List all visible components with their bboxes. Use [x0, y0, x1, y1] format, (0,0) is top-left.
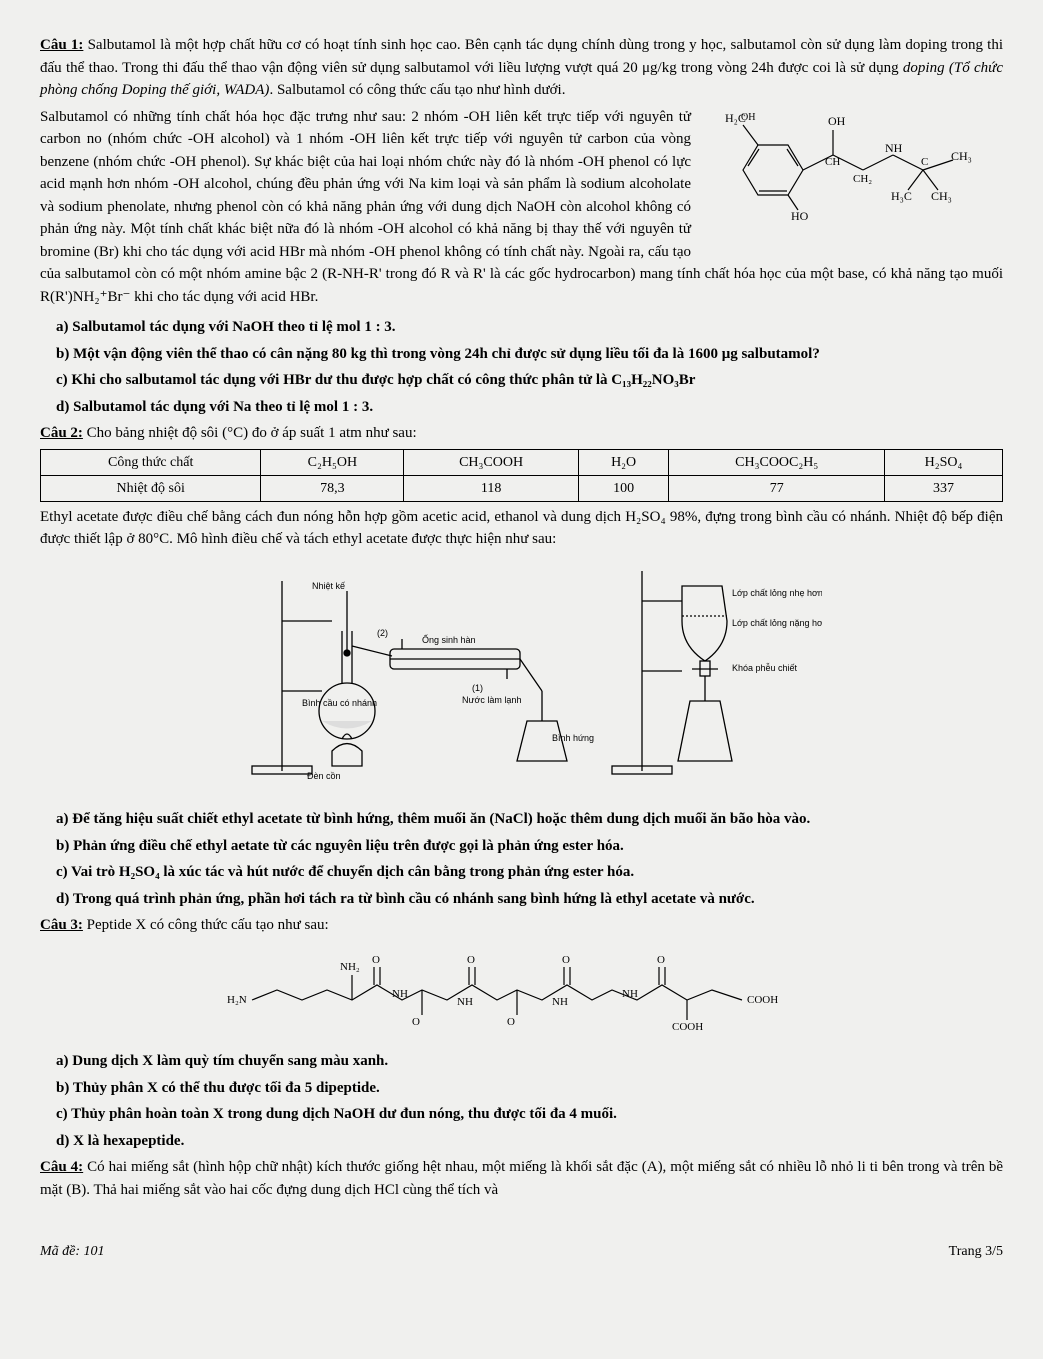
svg-text:NH: NH — [392, 988, 408, 1000]
q2-intro-text: Cho bảng nhiệt độ sôi (°C) đo ở áp suất … — [87, 425, 417, 441]
svg-text:O: O — [412, 1016, 420, 1028]
q2-para: Ethyl acetate được điều chế bằng cách đu… — [40, 506, 1003, 551]
svg-text:O: O — [507, 1016, 515, 1028]
svg-text:Nhiệt kế: Nhiệt kế — [312, 581, 345, 591]
q4-intro-text: Có hai miếng sắt (hình hộp chữ nhật) kíc… — [40, 1159, 1003, 1198]
q2-b: b) Phản ứng điều chế ethyl aetate từ các… — [56, 835, 1003, 858]
svg-text:CH₃: CH₃ — [931, 189, 952, 203]
svg-text:COOH: COOH — [672, 1021, 703, 1033]
th-1: C₂H₅OH — [261, 449, 404, 475]
apparatus-diagram: Nhiệt kế (2) Ống sinh hàn Bình cầu có nh… — [40, 561, 1003, 799]
salbutamol-structure: H₂COH HO OHCH CH₂ NH C CH₃CH₃H₃C — [703, 110, 1003, 238]
svg-text:OH: OH — [741, 112, 755, 123]
svg-text:Khóa phễu chiết: Khóa phễu chiết — [732, 663, 798, 673]
row-label: Nhiệt độ sôi — [41, 475, 261, 501]
th-3: H₂O — [578, 449, 669, 475]
val-1: 118 — [404, 475, 578, 501]
val-2: 100 — [578, 475, 669, 501]
q1-b: b) Một vận động viên thể thao có cân nặn… — [56, 343, 1003, 366]
svg-text:NH: NH — [457, 996, 473, 1008]
boiling-point-table: Công thức chất C₂H₅OH CH₃COOH H₂O CH₃COO… — [40, 449, 1003, 502]
table-row: Nhiệt độ sôi 78,3 118 100 77 337 — [41, 475, 1003, 501]
q2-c: c) Vai trò H₂SO₄ là xúc tác và hút nước … — [56, 861, 1003, 884]
svg-text:O: O — [372, 954, 380, 966]
q3-intro: Câu 3: Peptide X có công thức cấu tạo nh… — [40, 914, 1003, 937]
svg-text:O: O — [562, 954, 570, 966]
svg-text:CH: CH — [825, 156, 840, 168]
svg-text:Lớp chất lỏng nhẹ hơn: Lớp chất lỏng nhẹ hơn — [732, 588, 822, 598]
svg-text:Lớp chất lỏng nặng hơn: Lớp chất lỏng nặng hơn — [732, 618, 822, 628]
th-4: CH₃COOC₂H₅ — [669, 449, 885, 475]
q3-d: d) X là hexapeptide. — [56, 1130, 1003, 1153]
svg-text:NH₂: NH₂ — [340, 961, 360, 973]
q1-d: d) Salbutamol tác dụng với Na theo tỉ lệ… — [56, 396, 1003, 419]
q1-a: a) Salbutamol tác dụng với NaOH theo tỉ … — [56, 316, 1003, 339]
val-3: 77 — [669, 475, 885, 501]
svg-text:NH: NH — [885, 141, 903, 155]
q2-label: Câu 2: — [40, 425, 83, 441]
svg-text:Đèn cồn: Đèn cồn — [307, 771, 341, 781]
svg-text:C: C — [921, 156, 928, 168]
svg-text:O: O — [467, 954, 475, 966]
svg-text:Ống sinh hàn: Ống sinh hàn — [422, 634, 476, 645]
q3-intro-text: Peptide X có công thức cấu tạo như sau: — [87, 917, 329, 933]
svg-text:H₂N: H₂N — [227, 994, 247, 1006]
svg-text:O: O — [657, 954, 665, 966]
q1-intro-text: Salbutamol là một hợp chất hữu cơ có hoạ… — [40, 37, 1003, 76]
page-footer: Mã đề: 101 Trang 3/5 — [40, 1241, 1003, 1262]
svg-text:CH₂: CH₂ — [853, 173, 872, 185]
val-4: 337 — [884, 475, 1002, 501]
footer-left: Mã đề: 101 — [40, 1241, 105, 1262]
q2-intro: Câu 2: Cho bảng nhiệt độ sôi (°C) đo ở á… — [40, 422, 1003, 445]
val-0: 78,3 — [261, 475, 404, 501]
q1-intro: Câu 1: Salbutamol là một hợp chất hữu cơ… — [40, 34, 1003, 102]
q4-intro: Câu 4: Có hai miếng sắt (hình hộp chữ nh… — [40, 1156, 1003, 1201]
svg-text:Nước làm lạnh: Nước làm lạnh — [462, 695, 521, 705]
th-5: H₂SO₄ — [884, 449, 1002, 475]
q4-label: Câu 4: — [40, 1159, 83, 1175]
th-0: Công thức chất — [41, 449, 261, 475]
svg-text:OH: OH — [828, 114, 846, 128]
svg-text:CH₃: CH₃ — [951, 149, 972, 163]
q3-label: Câu 3: — [40, 917, 83, 933]
q2-a: a) Để tăng hiệu suất chiết ethyl acetate… — [56, 808, 1003, 831]
peptide-structure: H₂N NH₂ NH O O NH O O NH O NH O COOH COOH — [40, 945, 1003, 1043]
q1-intro-end: . Salbutamol có công thức cấu tạo như hì… — [269, 82, 565, 98]
svg-text:H₃C: H₃C — [891, 189, 912, 203]
svg-text:COOH: COOH — [747, 994, 778, 1006]
svg-text:HO: HO — [791, 209, 809, 223]
q3-c: c) Thủy phân hoàn toàn X trong dung dịch… — [56, 1103, 1003, 1126]
footer-right: Trang 3/5 — [949, 1241, 1003, 1262]
q3-a: a) Dung dịch X làm quỳ tím chuyển sang m… — [56, 1050, 1003, 1073]
q1-c: c) Khi cho salbutamol tác dụng với HBr d… — [56, 369, 1003, 392]
svg-text:(1): (1) — [472, 683, 483, 693]
q3-b: b) Thủy phân X có thể thu được tối đa 5 … — [56, 1077, 1003, 1100]
th-2: CH₃COOH — [404, 449, 578, 475]
svg-text:Bình cầu có nhánh: Bình cầu có nhánh — [302, 698, 377, 708]
q2-d: d) Trong quá trình phản ứng, phần hơi tá… — [56, 888, 1003, 911]
svg-text:Bình hứng: Bình hứng — [552, 733, 594, 743]
svg-text:NH: NH — [622, 988, 638, 1000]
svg-text:NH: NH — [552, 996, 568, 1008]
q1-label: Câu 1: — [40, 37, 83, 53]
svg-text:(2): (2) — [377, 628, 388, 638]
table-row: Công thức chất C₂H₅OH CH₃COOH H₂O CH₃COO… — [41, 449, 1003, 475]
